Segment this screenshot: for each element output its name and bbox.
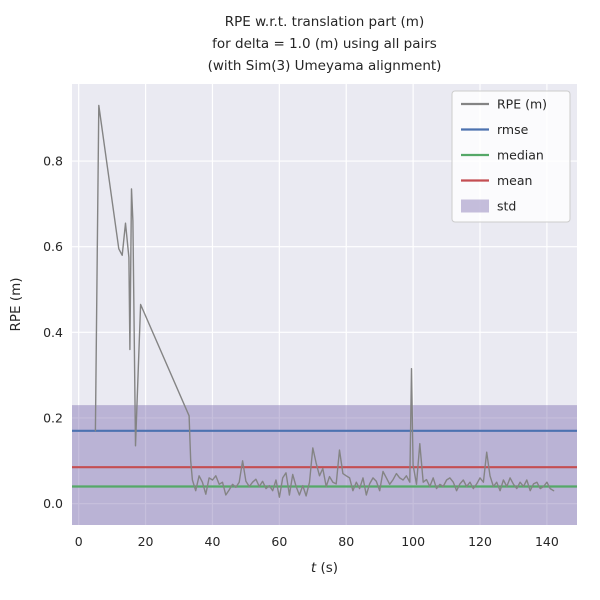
y-tick-label: 0.8 (43, 154, 63, 169)
y-tick-label: 0.2 (43, 410, 63, 425)
legend-label-std: std (497, 199, 516, 214)
chart-title-line-1: RPE w.r.t. translation part (m) (225, 14, 424, 30)
chart-title-line-3: (with Sim(3) Umeyama alignment) (208, 58, 442, 74)
y-tick-label: 0.4 (43, 325, 63, 340)
y-tick-label: 0.0 (43, 496, 63, 511)
rpe-series-layer (94, 104, 555, 498)
y-axis-label: RPE (m) (8, 277, 24, 331)
x-tick-label: 20 (138, 534, 154, 549)
legend-sample-std (461, 199, 489, 213)
chart-title-line-2: for delta = 1.0 (m) using all pairs (212, 36, 437, 52)
legend: RPE (m) rmse median mean std (451, 90, 571, 223)
x-tick-label: 60 (271, 534, 287, 549)
legend-label-rpe: RPE (m) (497, 97, 547, 112)
x-tick-label: 100 (401, 534, 425, 549)
std-band (72, 405, 577, 525)
x-tick-labels: 0 20 40 60 80 100 120 140 (75, 534, 559, 549)
legend-label-median: median (497, 148, 544, 163)
x-tick-label: 0 (75, 534, 83, 549)
x-tick-label: 120 (468, 534, 492, 549)
x-tick-label: 40 (205, 534, 221, 549)
std-band-layer (72, 405, 577, 525)
legend-label-rmse: rmse (497, 122, 529, 137)
x-tick-label: 140 (535, 534, 559, 549)
rpe-series-line (94, 104, 555, 498)
legend-label-mean: mean (497, 173, 532, 188)
y-tick-labels: 0.0 0.2 0.4 0.6 0.8 (43, 154, 63, 512)
x-axis-label: t (s) (311, 560, 338, 576)
x-tick-label: 80 (338, 534, 354, 549)
y-tick-label: 0.6 (43, 239, 63, 254)
legend-box (451, 90, 571, 223)
